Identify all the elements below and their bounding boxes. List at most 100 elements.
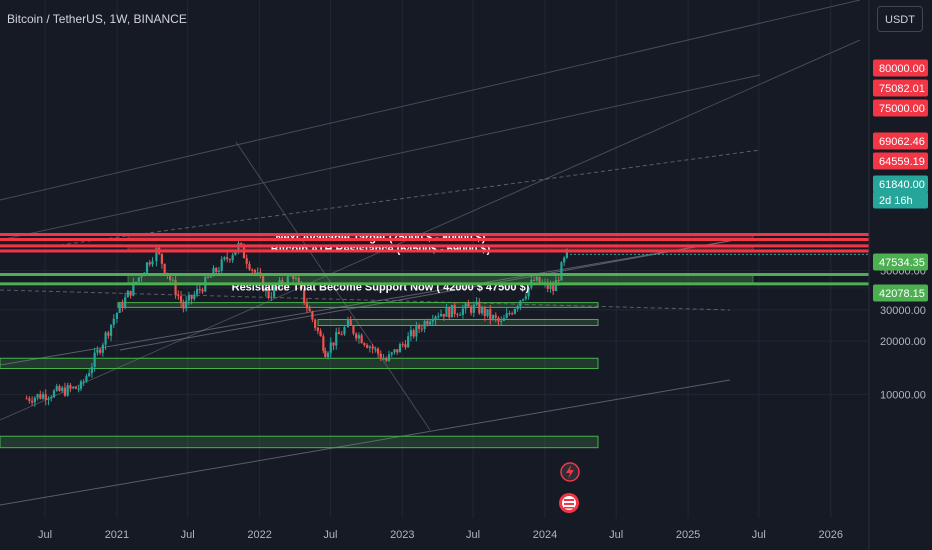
candle (337, 327, 341, 335)
candle (418, 323, 421, 334)
candle (107, 330, 110, 340)
x-tick-label: 2023 (390, 529, 414, 541)
trendline (0, 39, 861, 421)
candle (519, 300, 522, 311)
candle (357, 332, 361, 344)
price-label-bg (873, 132, 928, 150)
trendlines (0, 0, 861, 506)
candle (52, 389, 56, 399)
price-label-bg (873, 284, 928, 302)
candle (480, 305, 484, 316)
support-box (0, 435, 599, 449)
support-box (317, 318, 599, 327)
price-label: 80000.00 (879, 63, 925, 75)
price-label-bg (873, 152, 928, 170)
candle (346, 316, 350, 328)
candle (275, 286, 278, 291)
zones: Next Available Target (75000 $ - 80000 $… (0, 232, 869, 294)
candle (187, 291, 190, 306)
price-label-bg (873, 191, 928, 209)
candle (404, 340, 407, 350)
candle (407, 332, 410, 348)
price-label: 61840.00 (879, 179, 925, 191)
candle (155, 246, 158, 267)
candle (163, 263, 166, 274)
candle (171, 276, 174, 283)
candle (90, 362, 94, 378)
candle (82, 379, 85, 387)
candle (374, 346, 377, 353)
candle (118, 301, 121, 314)
candle (77, 385, 80, 393)
candle (36, 393, 39, 401)
candle (231, 252, 234, 264)
candle (63, 382, 67, 397)
currency-button[interactable]: USDT (877, 6, 923, 32)
candle (326, 351, 330, 360)
candle (329, 337, 332, 358)
candle (316, 326, 319, 335)
candle (360, 333, 363, 344)
candle (511, 311, 514, 316)
candle (182, 299, 185, 313)
candle (343, 325, 346, 336)
candle (66, 382, 69, 397)
candle (445, 303, 448, 317)
candle (129, 290, 132, 299)
candle (439, 309, 443, 317)
us-flag-event-icon[interactable] (559, 493, 579, 513)
candle (371, 343, 374, 354)
candle (448, 306, 451, 319)
price-label: 75082.01 (879, 83, 925, 95)
candle (314, 318, 317, 331)
candle (121, 299, 124, 312)
candle (335, 327, 338, 350)
candle (148, 259, 151, 267)
grid-layer (0, 0, 869, 518)
price-label-bg (873, 253, 928, 271)
candle (379, 350, 382, 362)
candle (450, 304, 454, 318)
candle (308, 305, 311, 312)
event-icons (559, 462, 580, 513)
candle (72, 386, 75, 390)
candle (513, 308, 516, 315)
candle (311, 310, 314, 323)
candle (442, 313, 445, 321)
support-box (0, 357, 599, 370)
candle (198, 284, 201, 294)
symbol-title: Bitcoin / TetherUS, 1W, BINANCE (7, 12, 187, 26)
x-tick-label: Jul (752, 529, 766, 541)
trendline (235, 141, 431, 431)
candle (467, 299, 470, 307)
candle (434, 315, 437, 326)
dividend-flash-icon[interactable] (560, 462, 580, 482)
candle (206, 275, 210, 279)
price-label: 47534.35 (879, 257, 925, 269)
x-tick-label: 2022 (247, 529, 271, 541)
trendline (119, 239, 736, 351)
x-tick-label: Jul (609, 529, 623, 541)
candle (190, 294, 193, 305)
candle (475, 296, 478, 306)
candle (44, 389, 47, 406)
price-label-bg (873, 79, 928, 97)
candle (483, 305, 486, 322)
candle (145, 261, 149, 276)
support-boxes (0, 302, 599, 449)
time-axis-bg[interactable] (0, 518, 869, 550)
candle (79, 379, 83, 392)
candle (412, 328, 415, 339)
candle (33, 396, 36, 407)
trendline (59, 149, 761, 246)
trendline (0, 0, 861, 201)
candle (453, 301, 456, 318)
candle (423, 319, 426, 333)
candle (85, 373, 88, 383)
candle (109, 324, 113, 342)
candle (459, 312, 462, 316)
x-tick-label: Jul (38, 529, 52, 541)
